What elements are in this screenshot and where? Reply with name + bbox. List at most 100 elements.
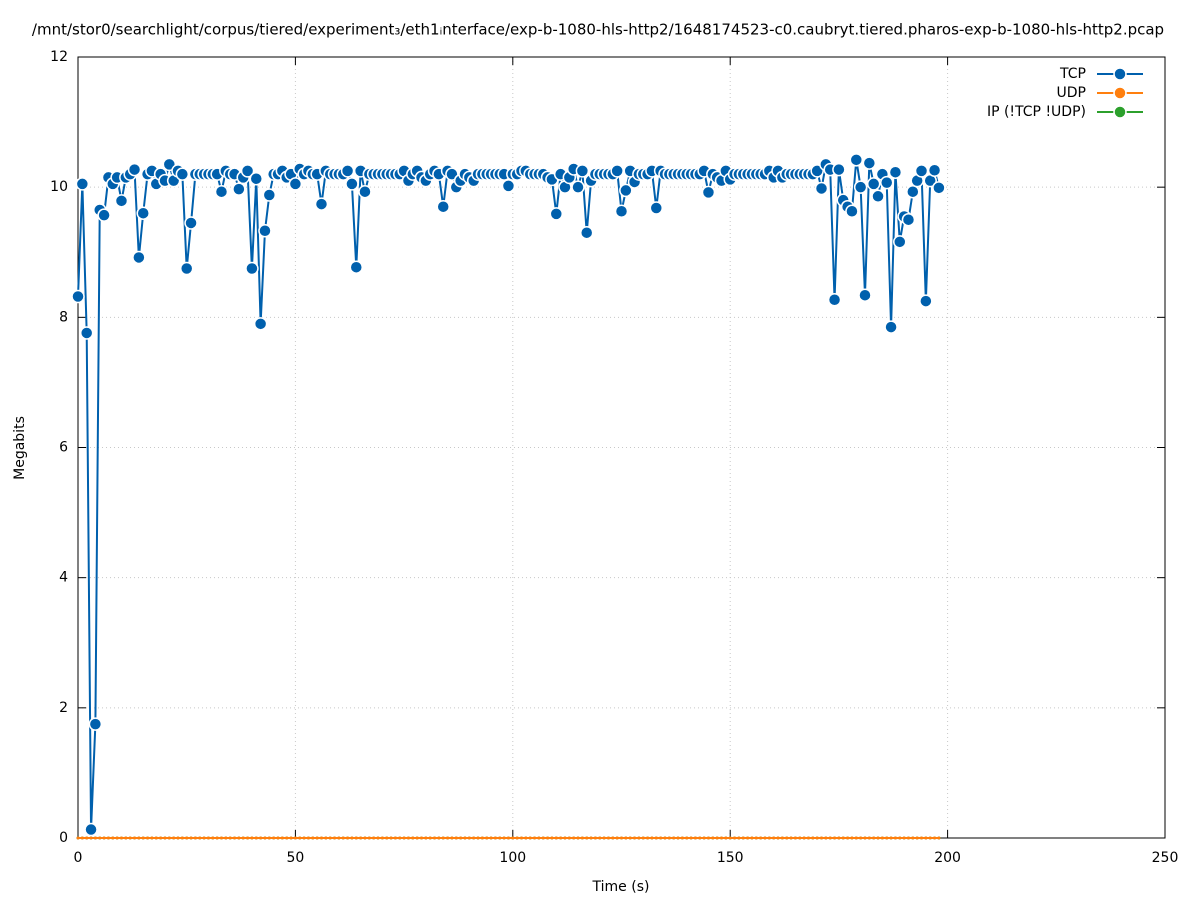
data-point bbox=[185, 836, 189, 840]
data-point bbox=[288, 177, 303, 191]
data-point bbox=[550, 836, 554, 840]
data-point bbox=[889, 836, 893, 840]
data-point bbox=[415, 836, 419, 840]
data-point bbox=[441, 836, 445, 840]
data-point bbox=[232, 182, 246, 196]
data-point bbox=[172, 836, 176, 840]
data-point bbox=[911, 836, 915, 840]
x-tick-label: 0 bbox=[74, 850, 83, 866]
x-tick-label: 150 bbox=[717, 850, 744, 866]
data-point bbox=[919, 294, 933, 308]
data-point bbox=[932, 181, 946, 195]
data-point bbox=[863, 836, 867, 840]
data-point bbox=[485, 836, 489, 840]
x-axis-label: Time (s) bbox=[592, 879, 650, 895]
data-point bbox=[167, 836, 171, 840]
data-point bbox=[424, 836, 428, 840]
data-point bbox=[446, 836, 450, 840]
data-point bbox=[219, 836, 223, 840]
data-point bbox=[102, 836, 106, 840]
data-point bbox=[619, 183, 633, 198]
data-point bbox=[359, 836, 363, 840]
data-point bbox=[606, 836, 610, 840]
data-point bbox=[328, 836, 332, 840]
series-line bbox=[77, 159, 940, 830]
data-point bbox=[406, 836, 410, 840]
data-point bbox=[459, 836, 463, 840]
data-point bbox=[389, 836, 393, 840]
data-point bbox=[859, 836, 863, 840]
data-point bbox=[849, 153, 864, 167]
data-point bbox=[733, 836, 737, 840]
data-point bbox=[937, 836, 941, 840]
y-axis-label: Megabits bbox=[12, 416, 28, 480]
data-point bbox=[132, 250, 146, 265]
data-point bbox=[237, 836, 241, 840]
data-point bbox=[693, 836, 697, 840]
data-point bbox=[253, 317, 268, 331]
data-point bbox=[311, 836, 315, 840]
data-point bbox=[885, 836, 889, 840]
data-point bbox=[837, 836, 841, 840]
data-point bbox=[76, 836, 80, 840]
data-point bbox=[363, 836, 367, 840]
data-point bbox=[419, 836, 423, 840]
data-point bbox=[579, 225, 594, 240]
y-tick-label: 8 bbox=[59, 309, 68, 325]
data-point bbox=[472, 836, 476, 840]
legend-marker bbox=[1113, 86, 1127, 100]
data-point bbox=[206, 836, 210, 840]
data-point bbox=[901, 212, 916, 227]
data-point bbox=[867, 836, 871, 840]
y-tick-label: 12 bbox=[50, 49, 68, 65]
data-point bbox=[280, 836, 284, 840]
data-point bbox=[611, 836, 615, 840]
x-tick-label: 250 bbox=[1152, 850, 1179, 866]
data-point bbox=[933, 836, 937, 840]
data-point bbox=[850, 836, 854, 840]
data-point bbox=[89, 836, 93, 840]
data-point bbox=[349, 260, 364, 274]
data-point bbox=[202, 836, 206, 840]
data-point bbox=[340, 164, 355, 178]
data-point bbox=[567, 836, 571, 840]
data-point bbox=[354, 836, 358, 840]
data-point bbox=[698, 836, 702, 840]
data-point bbox=[124, 836, 128, 840]
data-point bbox=[924, 836, 928, 840]
data-point bbox=[128, 836, 132, 840]
data-point bbox=[402, 836, 406, 840]
data-point bbox=[346, 836, 350, 840]
data-point bbox=[115, 836, 119, 840]
data-point bbox=[563, 836, 567, 840]
data-point bbox=[880, 836, 884, 840]
data-point bbox=[437, 836, 441, 840]
data-point bbox=[119, 836, 123, 840]
data-point bbox=[249, 171, 264, 186]
data-point bbox=[798, 836, 802, 840]
data-point bbox=[789, 836, 793, 840]
data-point bbox=[454, 836, 458, 840]
data-point bbox=[97, 208, 111, 222]
data-point bbox=[224, 836, 228, 840]
data-point bbox=[589, 836, 593, 840]
data-point bbox=[211, 836, 215, 840]
data-point bbox=[862, 156, 877, 170]
data-point bbox=[245, 261, 259, 276]
data-point bbox=[463, 836, 467, 840]
data-point bbox=[385, 836, 389, 840]
x-tick-label: 100 bbox=[499, 850, 526, 866]
data-point bbox=[554, 836, 558, 840]
data-point bbox=[476, 836, 480, 840]
data-point bbox=[501, 179, 516, 193]
data-point bbox=[776, 836, 780, 840]
data-point bbox=[824, 836, 828, 840]
data-point bbox=[737, 836, 741, 840]
data-point bbox=[633, 836, 637, 840]
data-point bbox=[720, 836, 724, 840]
data-point bbox=[93, 836, 97, 840]
data-point bbox=[84, 822, 98, 837]
data-point bbox=[602, 836, 606, 840]
data-point bbox=[314, 197, 329, 211]
